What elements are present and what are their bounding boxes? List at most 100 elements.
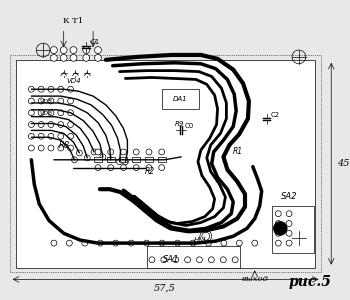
Text: R2: R2	[145, 167, 155, 176]
Bar	[162, 89, 199, 109]
Circle shape	[185, 257, 190, 263]
Circle shape	[28, 145, 34, 151]
Circle shape	[38, 145, 44, 151]
Circle shape	[68, 110, 74, 116]
Circle shape	[58, 86, 64, 92]
Circle shape	[51, 240, 57, 246]
Text: выход: выход	[241, 275, 268, 284]
Text: R1: R1	[233, 148, 243, 157]
Circle shape	[68, 133, 74, 139]
Circle shape	[159, 240, 165, 246]
Circle shape	[76, 150, 82, 156]
Circle shape	[120, 149, 126, 155]
Circle shape	[94, 55, 101, 61]
Circle shape	[83, 55, 90, 61]
Bar	[120, 157, 127, 162]
Text: R8: R8	[59, 141, 70, 150]
Circle shape	[48, 110, 54, 116]
Text: рис.5: рис.5	[288, 275, 331, 289]
Circle shape	[38, 110, 44, 116]
Circle shape	[68, 122, 74, 128]
Circle shape	[120, 165, 126, 171]
Circle shape	[275, 230, 281, 236]
Circle shape	[66, 240, 72, 246]
Bar	[145, 157, 153, 162]
Circle shape	[94, 46, 101, 53]
Circle shape	[38, 86, 44, 92]
Circle shape	[68, 86, 74, 92]
Circle shape	[286, 211, 292, 217]
Circle shape	[113, 240, 119, 246]
Bar	[10, 55, 321, 272]
Circle shape	[38, 133, 44, 139]
Text: VD6: VD6	[39, 111, 52, 116]
Text: SA1: SA1	[163, 255, 180, 264]
Text: К Т1: К Т1	[63, 16, 84, 25]
Text: 57,5: 57,5	[154, 283, 176, 292]
Text: C0: C0	[184, 124, 194, 130]
Circle shape	[58, 133, 64, 139]
Circle shape	[48, 133, 54, 139]
Circle shape	[117, 159, 122, 165]
Circle shape	[60, 46, 67, 53]
Circle shape	[60, 55, 67, 61]
Bar	[147, 246, 240, 268]
Circle shape	[161, 257, 167, 263]
Circle shape	[58, 110, 64, 116]
Circle shape	[286, 230, 292, 236]
Bar	[16, 60, 315, 268]
Circle shape	[58, 145, 64, 151]
Circle shape	[133, 165, 139, 171]
Circle shape	[71, 157, 77, 163]
Circle shape	[50, 46, 57, 53]
Circle shape	[95, 149, 101, 155]
Circle shape	[205, 240, 211, 246]
Bar	[132, 157, 140, 162]
Circle shape	[273, 221, 287, 235]
Circle shape	[82, 240, 88, 246]
Circle shape	[252, 240, 258, 246]
Circle shape	[220, 257, 226, 263]
Circle shape	[175, 240, 181, 246]
Circle shape	[286, 220, 292, 226]
Circle shape	[28, 133, 34, 139]
Circle shape	[122, 159, 128, 165]
Text: SA2: SA2	[281, 192, 297, 201]
Circle shape	[173, 257, 178, 263]
Circle shape	[97, 240, 103, 246]
Circle shape	[146, 165, 152, 171]
Circle shape	[108, 165, 114, 171]
Circle shape	[275, 220, 281, 226]
Circle shape	[108, 157, 114, 163]
Circle shape	[28, 86, 34, 92]
Circle shape	[48, 122, 54, 128]
Circle shape	[275, 211, 281, 217]
Text: 45: 45	[337, 159, 350, 168]
Circle shape	[146, 149, 152, 155]
Text: VD4: VD4	[66, 78, 81, 84]
Bar	[107, 157, 115, 162]
Bar	[272, 206, 314, 253]
Circle shape	[91, 149, 97, 155]
Circle shape	[70, 46, 77, 53]
Circle shape	[28, 122, 34, 128]
Text: R9: R9	[174, 122, 184, 128]
Circle shape	[144, 240, 149, 246]
Circle shape	[28, 98, 34, 104]
Circle shape	[83, 46, 90, 53]
Circle shape	[286, 240, 292, 246]
Text: VD5: VD5	[39, 99, 52, 104]
Circle shape	[236, 240, 242, 246]
Circle shape	[159, 165, 164, 171]
Circle shape	[84, 155, 90, 161]
Circle shape	[202, 232, 210, 240]
Circle shape	[58, 98, 64, 104]
Circle shape	[100, 154, 106, 160]
Circle shape	[190, 240, 196, 246]
Circle shape	[221, 240, 227, 246]
Circle shape	[159, 149, 164, 155]
Circle shape	[209, 257, 214, 263]
Circle shape	[108, 149, 114, 155]
Circle shape	[50, 55, 57, 61]
Circle shape	[48, 86, 54, 92]
